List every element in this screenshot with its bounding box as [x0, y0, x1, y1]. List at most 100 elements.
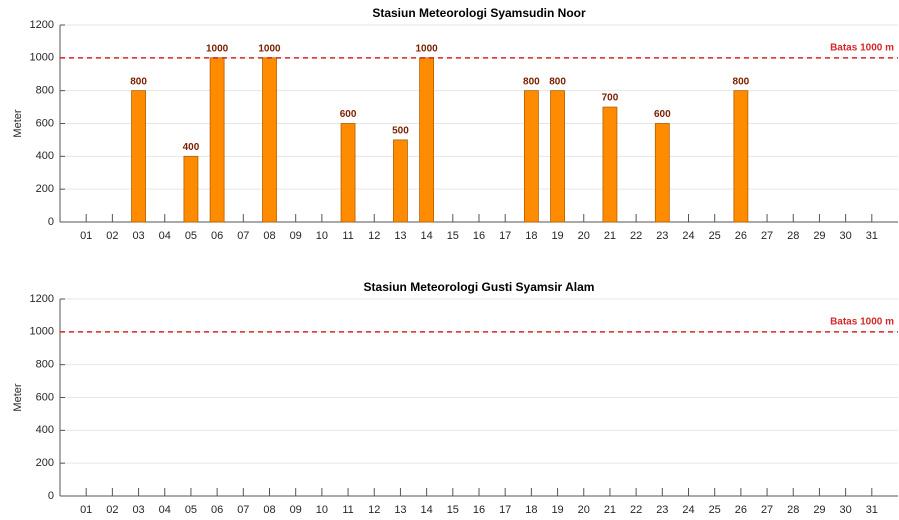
x-tick-label: 07 — [237, 230, 249, 242]
y-tick-label: 200 — [36, 183, 54, 195]
bar — [209, 57, 225, 223]
x-tick-label: 30 — [840, 230, 852, 242]
x-tick-label: 04 — [159, 504, 171, 516]
x-tick-label: 27 — [761, 504, 773, 516]
x-tick-label: 08 — [263, 504, 275, 516]
x-tick-label: 03 — [132, 504, 144, 516]
x-tick-label: 23 — [656, 230, 668, 242]
x-tick-label: 11 — [342, 504, 353, 516]
x-tick-label: 10 — [316, 230, 328, 242]
bar — [183, 155, 199, 223]
y-tick-label: 1200 — [30, 293, 54, 305]
x-tick-label: 17 — [499, 504, 511, 516]
x-tick-label: 27 — [761, 230, 773, 242]
x-tick-label: 06 — [211, 504, 223, 516]
x-tick-label: 25 — [709, 230, 721, 242]
y-tick-label: 0 — [48, 490, 54, 502]
x-tick-label: 15 — [447, 230, 459, 242]
x-tick-label: 13 — [394, 230, 406, 242]
bar — [733, 90, 749, 223]
x-tick-label: 21 — [604, 230, 616, 242]
x-tick-label: 31 — [866, 504, 878, 516]
y-tick-label: 800 — [36, 85, 54, 97]
x-tick-label: 23 — [656, 504, 668, 516]
x-tick-label: 17 — [499, 230, 511, 242]
bar — [131, 90, 146, 223]
x-tick-label: 11 — [342, 230, 353, 242]
x-tick-label: 10 — [316, 504, 328, 516]
x-tick-label: 25 — [709, 504, 721, 516]
y-tick-label: 1000 — [30, 326, 54, 338]
x-tick-label: 06 — [211, 230, 223, 242]
bar — [523, 90, 539, 223]
x-tick-label: 02 — [106, 230, 118, 242]
y-tick-label: 400 — [36, 150, 54, 162]
x-tick-label: 02 — [106, 504, 118, 516]
x-tick-label: 20 — [578, 230, 590, 242]
bar — [654, 123, 670, 223]
y-tick-label: 400 — [36, 424, 54, 436]
bar — [340, 123, 356, 223]
data-label: 400 — [183, 142, 200, 153]
x-tick-label: 19 — [551, 504, 563, 516]
bar — [419, 57, 435, 223]
x-tick-label: 09 — [290, 230, 302, 242]
x-tick-label: 08 — [263, 230, 275, 242]
x-tick-label: 15 — [447, 504, 459, 516]
data-label: 700 — [602, 93, 619, 104]
data-label: 600 — [654, 109, 671, 120]
x-tick-label: 01 — [80, 230, 92, 242]
x-tick-label: 21 — [604, 504, 616, 516]
x-tick-label: 20 — [578, 504, 590, 516]
x-tick-label: 05 — [185, 504, 197, 516]
bar — [262, 57, 277, 223]
x-tick-label: 04 — [159, 230, 171, 242]
x-tick-label: 24 — [682, 230, 694, 242]
data-label: 1000 — [416, 43, 439, 54]
data-label: 1000 — [206, 43, 229, 54]
bar — [393, 139, 408, 223]
y-tick-label: 1200 — [30, 19, 54, 31]
chart-title: Stasiun Meteorologi Gusti Syamsir Alam — [364, 280, 595, 294]
data-label: 500 — [392, 126, 409, 137]
chart-title: Stasiun Meteorologi Syamsudin Noor — [372, 6, 586, 20]
x-tick-label: 22 — [630, 230, 642, 242]
x-tick-label: 05 — [185, 230, 197, 242]
x-tick-label: 19 — [551, 230, 563, 242]
data-label: 800 — [130, 76, 147, 87]
x-tick-label: 28 — [787, 230, 799, 242]
x-tick-label: 26 — [735, 504, 747, 516]
x-tick-label: 12 — [368, 504, 380, 516]
x-tick-label: 30 — [840, 504, 852, 516]
y-tick-label: 800 — [36, 359, 54, 371]
data-label: 800 — [523, 76, 540, 87]
y-axis-label: Meter — [12, 109, 24, 137]
data-label: 800 — [549, 76, 566, 87]
bar — [602, 106, 618, 223]
x-tick-label: 22 — [630, 504, 642, 516]
x-tick-label: 09 — [290, 504, 302, 516]
y-tick-label: 600 — [36, 391, 54, 403]
x-tick-label: 14 — [421, 504, 433, 516]
x-tick-label: 28 — [787, 504, 799, 516]
x-tick-label: 31 — [866, 230, 878, 242]
x-tick-label: 14 — [421, 230, 433, 242]
x-tick-label: 03 — [132, 230, 144, 242]
x-tick-label: 07 — [237, 504, 249, 516]
y-axis-label: Meter — [12, 383, 24, 411]
y-tick-label: 600 — [36, 117, 54, 129]
x-tick-label: 12 — [368, 230, 380, 242]
data-label: 800 — [733, 76, 750, 87]
data-label: 600 — [340, 109, 357, 120]
x-tick-label: 16 — [473, 230, 485, 242]
x-tick-label: 29 — [813, 504, 825, 516]
x-tick-label: 13 — [394, 504, 406, 516]
x-tick-label: 29 — [813, 230, 825, 242]
x-tick-label: 01 — [80, 504, 92, 516]
x-tick-label: 24 — [682, 504, 694, 516]
x-tick-label: 18 — [525, 504, 537, 516]
threshold-label: Batas 1000 m — [830, 316, 894, 327]
y-tick-label: 1000 — [30, 52, 54, 64]
threshold-label: Batas 1000 m — [830, 42, 894, 53]
